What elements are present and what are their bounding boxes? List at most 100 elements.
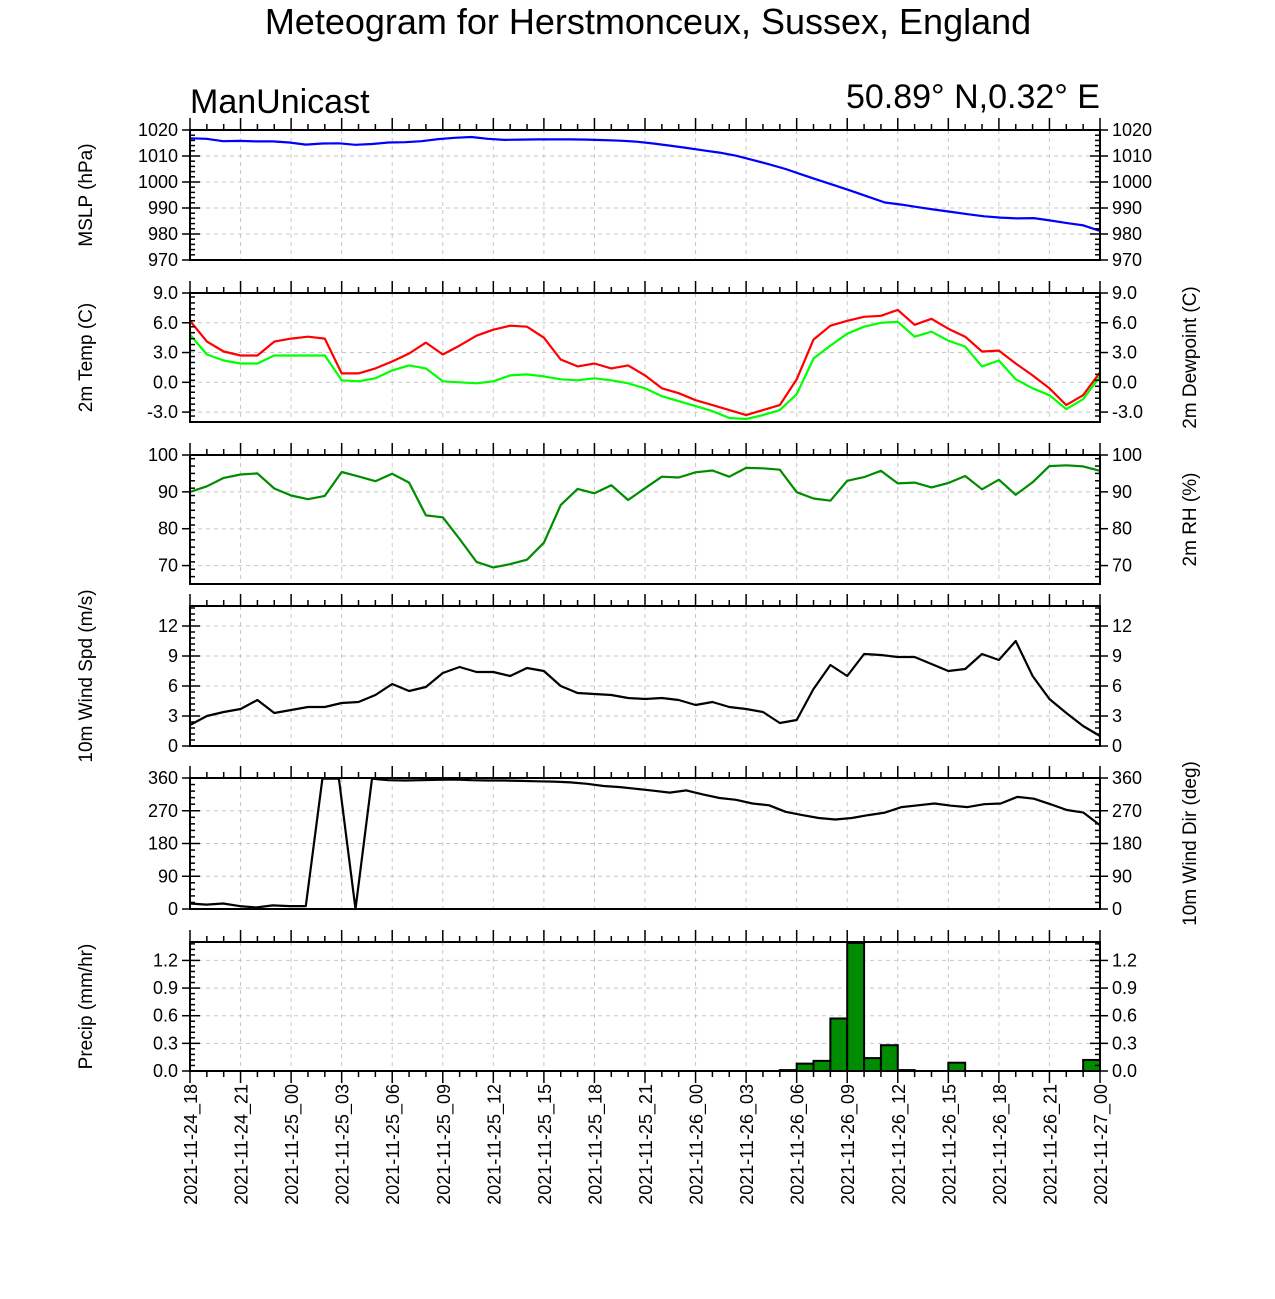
y-tick-label-left: 1010 (138, 146, 178, 166)
y-tick-label-left: 80 (158, 519, 178, 539)
chart-title: Meteogram for Herstmonceux, Sussex, Engl… (265, 1, 1031, 42)
y-tick-label-right: 270 (1112, 801, 1142, 821)
panel-rh: 70 70 80 80 90 90 100 100 2m RH (%) (148, 443, 1201, 585)
location-label: 50.89° N,0.32° E (846, 78, 1100, 116)
y-tick-label-left: 0 (168, 736, 178, 756)
y-axis-label-right: 2m Dewpoint (C) (1180, 286, 1201, 429)
x-tick-label: 2021-11-26_06 (788, 1084, 809, 1205)
precip-bar (846, 941, 866, 1073)
y-tick-label-right: -3.0 (1112, 402, 1143, 422)
y-tick-label-right: 970 (1112, 250, 1142, 270)
x-tick-label: 2021-11-26_21 (1040, 1084, 1061, 1205)
y-axis-label-left: 10m Wind Spd (m/s) (76, 589, 97, 762)
panel-temp: -3.0 -3.0 0.0 0.0 3.0 3.0 6.0 6.0 9.0 9.0 2m Temp … (76, 281, 1201, 429)
y-tick-label-left: 70 (158, 556, 178, 576)
y-tick-label-left: 0.0 (153, 1061, 178, 1081)
y-tick-label-right: 1000 (1112, 172, 1152, 192)
y-tick-label-left: 1.2 (153, 950, 178, 970)
series-line-rh-0 (189, 464, 1101, 569)
y-tick-label-left: 90 (158, 482, 178, 502)
y-tick-label-right: 0 (1112, 899, 1122, 919)
y-tick-label-right: 9 (1112, 646, 1122, 666)
y-tick-label-left: 100 (148, 445, 178, 465)
x-tick-label: 2021-11-25_18 (585, 1084, 606, 1205)
y-tick-label-right: 0 (1112, 736, 1122, 756)
panel-precip: 0.0 0.0 0.3 0.3 0.6 0.6 0.9 0.9 1.2 1.2 Precip (mm… (76, 930, 1137, 1083)
y-tick-label-left: 12 (158, 616, 178, 636)
y-tick-label-left: 360 (148, 768, 178, 788)
panel-wdir: 0 0 90 90 180 180 270 270 360 360 10m Wind Dir (de… (148, 761, 1201, 926)
y-tick-label-left: 1020 (138, 120, 178, 140)
y-tick-label-right: 0.3 (1112, 1033, 1137, 1053)
y-tick-label-right: 1010 (1112, 146, 1152, 166)
y-tick-label-right: 360 (1112, 768, 1142, 788)
y-axis-label-right: 10m Wind Dir (deg) (1180, 761, 1201, 926)
y-tick-label-right: 0.0 (1112, 1061, 1137, 1081)
y-tick-label-left: 270 (148, 801, 178, 821)
x-tick-label: 2021-11-25_06 (383, 1084, 404, 1205)
y-tick-label-right: 12 (1112, 616, 1132, 636)
precip-bar (863, 1057, 882, 1072)
series-line-wspd-0 (189, 639, 1101, 737)
y-tick-label-left: 3 (168, 706, 178, 726)
series-line-temp-1 (189, 320, 1101, 421)
y-tick-label-right: 1020 (1112, 120, 1152, 140)
y-tick-label-right: 6 (1112, 676, 1122, 696)
y-tick-label-right: 80 (1112, 519, 1132, 539)
precip-bar (795, 1062, 815, 1072)
y-tick-label-left: 970 (148, 250, 178, 270)
x-tick-label: 2021-11-25_12 (484, 1084, 505, 1205)
x-tick-label: 2021-11-26_18 (990, 1084, 1011, 1205)
y-tick-label-left: 0 (168, 899, 178, 919)
y-tick-label-left: 3.0 (153, 343, 178, 363)
x-tick-label: 2021-11-26_00 (687, 1084, 708, 1205)
y-tick-label-right: 90 (1112, 866, 1132, 886)
y-tick-label-right: 70 (1112, 556, 1132, 576)
y-tick-label-right: 0.6 (1112, 1006, 1137, 1026)
precip-bar (829, 1017, 849, 1073)
y-tick-label-right: 1.2 (1112, 950, 1137, 970)
y-tick-label-right: 3 (1112, 706, 1122, 726)
x-tick-label: 2021-11-26_03 (737, 1084, 758, 1205)
y-tick-label-left: 1000 (138, 172, 178, 192)
precip-bar (812, 1059, 832, 1072)
y-axis-label-left: MSLP (hPa) (76, 143, 97, 246)
y-axis-label-left: Precip (mm/hr) (76, 944, 97, 1070)
panel-mslp: 970 970 980 980 990 990 1000 1000 1010 1010 1020 10… (76, 118, 1152, 270)
y-tick-label-right: 990 (1112, 198, 1142, 218)
x-tick-label: 2021-11-25_00 (282, 1084, 303, 1205)
panel-wspd: 0 0 3 3 6 6 9 9 12 12 10m Wind Spd (m/s) (76, 589, 1132, 762)
panel-frame (189, 605, 1101, 747)
precip-bar (947, 1061, 967, 1073)
y-tick-label-left: 0.3 (153, 1033, 178, 1053)
series-line-temp-0 (189, 308, 1101, 417)
x-tick-label: 2021-11-25_15 (535, 1084, 556, 1205)
y-tick-label-right: 90 (1112, 482, 1132, 502)
x-tick-label: 2021-11-26_15 (939, 1084, 960, 1205)
x-axis-labels: 2021-11-24_18 2021-11-24_21 2021-11-25_00 2… (181, 1084, 1112, 1205)
x-tick-label: 2021-11-26_12 (889, 1084, 910, 1205)
y-tick-label-left: 980 (148, 224, 178, 244)
y-tick-label-right: 100 (1112, 445, 1142, 465)
y-tick-label-left: 9 (168, 646, 178, 666)
x-tick-label: 2021-11-27_00 (1091, 1084, 1112, 1205)
y-axis-label-left: 2m Temp (C) (76, 303, 97, 412)
y-tick-label-right: 980 (1112, 224, 1142, 244)
y-tick-label-left: 0.9 (153, 978, 178, 998)
x-tick-label: 2021-11-24_18 (181, 1084, 202, 1205)
y-tick-label-left: 6.0 (153, 313, 178, 333)
series-line-wdir-0 (189, 777, 1101, 911)
x-tick-label: 2021-11-26_09 (838, 1084, 859, 1205)
x-tick-label: 2021-11-24_21 (232, 1084, 253, 1205)
precip-bar (879, 1044, 899, 1072)
x-tick-label: 2021-11-25_21 (636, 1084, 657, 1205)
y-tick-label-left: 90 (158, 866, 178, 886)
y-tick-label-left: -3.0 (147, 402, 178, 422)
y-tick-label-right: 0.0 (1112, 372, 1137, 392)
model-label: ManUnicast (190, 83, 370, 121)
y-tick-label-left: 0.0 (153, 372, 178, 392)
x-tick-label: 2021-11-25_09 (434, 1084, 455, 1205)
y-tick-label-right: 180 (1112, 834, 1142, 854)
